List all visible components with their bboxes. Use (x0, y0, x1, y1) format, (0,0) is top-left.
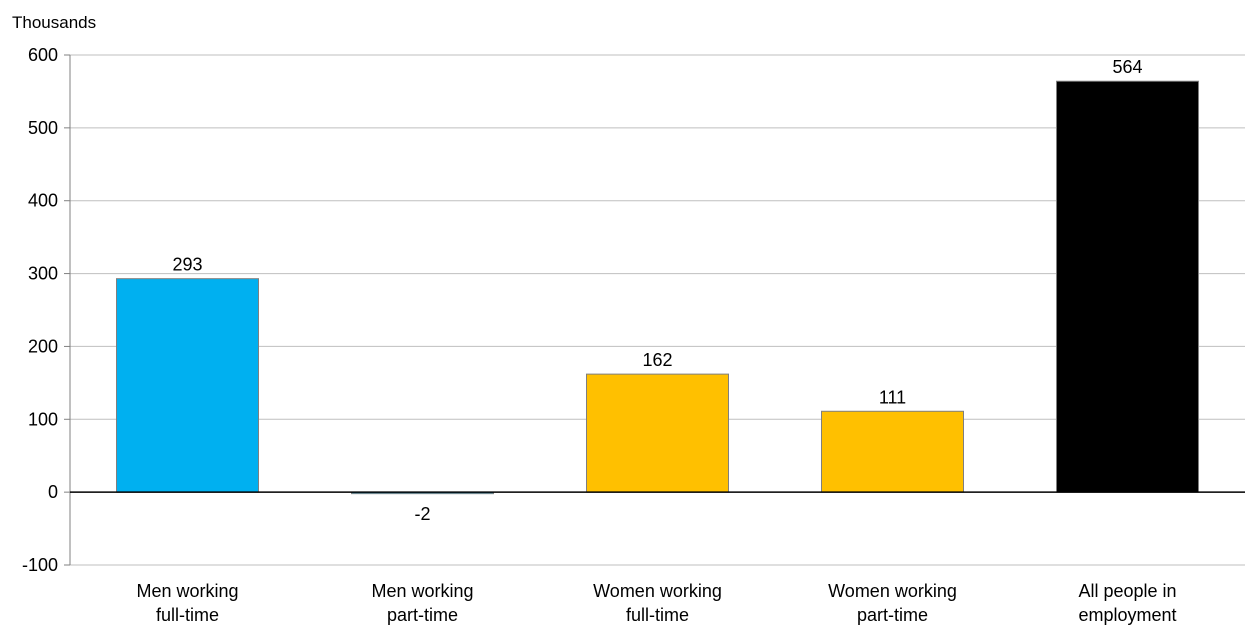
bar (586, 373, 729, 493)
data-label: 293 (172, 255, 202, 275)
y-axis: -100 0 100 200 300 400 500 600 (22, 45, 71, 575)
bars (116, 80, 1199, 495)
bar (1056, 80, 1199, 493)
y-tick-label: 0 (48, 482, 58, 502)
x-axis: Men working full-time Men working part-time… (136, 581, 1176, 625)
y-tick-label: 100 (28, 409, 58, 429)
x-category-label: full-time (156, 605, 219, 625)
y-axis-unit-label: Thousands (12, 13, 96, 32)
x-category-label: employment (1078, 605, 1176, 625)
x-category-label: full-time (626, 605, 689, 625)
y-tick-label: -100 (22, 555, 58, 575)
data-label: 564 (1112, 57, 1142, 77)
data-label: -2 (414, 504, 430, 524)
data-label: 111 (879, 387, 906, 407)
y-tick-label: 400 (28, 191, 58, 211)
y-tick-label: 600 (28, 45, 58, 65)
bar (821, 410, 964, 493)
x-category-label: Women working (593, 581, 722, 601)
x-category-label: part-time (387, 605, 458, 625)
data-labels: 293 -2 162 111 564 (172, 57, 1142, 524)
data-label: 162 (642, 350, 672, 370)
y-tick-label: 300 (28, 264, 58, 284)
gridlines (70, 54, 1245, 566)
y-tick-label: 200 (28, 336, 58, 356)
x-category-label: Women working (828, 581, 957, 601)
y-tick-label: 500 (28, 118, 58, 138)
bar (116, 278, 259, 493)
x-category-label: Men working (136, 581, 238, 601)
x-category-label: part-time (857, 605, 928, 625)
x-category-label: All people in (1078, 581, 1176, 601)
x-category-label: Men working (371, 581, 473, 601)
